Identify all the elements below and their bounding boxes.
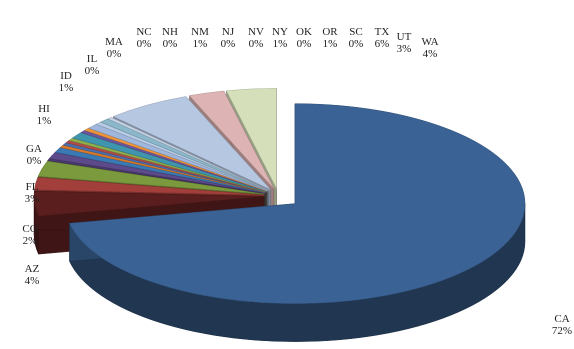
data-label-category: ID xyxy=(60,70,72,82)
data-label-tx: TX 6% xyxy=(375,26,390,50)
slice-nm[interactable] xyxy=(71,132,267,192)
data-label-nc: NC 0% xyxy=(136,26,151,50)
data-label-il: IL 0% xyxy=(85,53,100,77)
data-label-category: SC xyxy=(349,26,362,38)
data-label-nm: NM 1% xyxy=(191,26,209,50)
data-label-category: NJ xyxy=(222,26,235,38)
data-label-ma: MA 0% xyxy=(105,36,123,60)
data-label-percent: 0% xyxy=(249,38,264,50)
data-label-percent: 6% xyxy=(375,38,390,50)
slice-co[interactable] xyxy=(34,177,265,196)
data-label-ny: NY 1% xyxy=(272,26,288,50)
data-label-category: OK xyxy=(296,26,312,38)
data-label-category: NH xyxy=(162,26,178,38)
data-label-category: TX xyxy=(375,26,390,38)
data-label-category: NV xyxy=(248,26,264,38)
data-labels-layer: CA 72%AZ 4%CO 2%FL 3%GA 0%HI 1%ID 1%IL 0%MA 0%NC 0… xyxy=(22,26,572,337)
data-label-wa: WA 4% xyxy=(421,36,438,60)
data-label-percent: 1% xyxy=(323,38,338,50)
data-label-percent: 0% xyxy=(107,48,122,60)
slice-ny[interactable] xyxy=(87,124,268,192)
slice-fl[interactable] xyxy=(37,160,265,195)
slice-tx[interactable] xyxy=(112,96,271,190)
slice-ok[interactable] xyxy=(95,121,268,192)
data-label-percent: 1% xyxy=(37,115,52,127)
slice-hi[interactable] xyxy=(48,152,266,194)
data-label-category: HI xyxy=(38,103,50,115)
data-label-ga: GA 0% xyxy=(26,143,42,167)
data-label-category: OR xyxy=(322,26,338,38)
data-label-fl: FL 3% xyxy=(25,181,40,205)
data-label-category: UT xyxy=(397,31,412,43)
data-label-ut: UT 3% xyxy=(397,31,412,55)
data-label-category: AZ xyxy=(25,263,40,275)
data-label-percent: 0% xyxy=(27,155,42,167)
data-label-category: GA xyxy=(26,143,42,155)
data-label-percent: 2% xyxy=(23,235,38,247)
slice-nv[interactable] xyxy=(84,128,268,192)
slice-ut[interactable] xyxy=(188,90,275,189)
slice-az[interactable] xyxy=(33,190,265,217)
data-label-nh: NH 0% xyxy=(162,26,178,50)
data-label-nv: NV 0% xyxy=(248,26,264,50)
slice-ca[interactable] xyxy=(69,103,526,304)
data-label-percent: 0% xyxy=(221,38,236,50)
data-label-ok: OK 0% xyxy=(296,26,312,50)
data-label-category: WA xyxy=(421,36,438,48)
data-label-or: OR 1% xyxy=(322,26,338,50)
slice-sc[interactable] xyxy=(107,117,269,191)
data-label-id: ID 1% xyxy=(59,70,74,94)
slice-or[interactable] xyxy=(99,118,269,191)
data-label-category: MA xyxy=(105,36,123,48)
data-label-percent: 1% xyxy=(193,38,208,50)
data-label-percent: 1% xyxy=(59,82,74,94)
data-label-sc: SC 0% xyxy=(349,26,364,50)
data-label-percent: 4% xyxy=(423,48,438,60)
data-label-category: NM xyxy=(191,26,209,38)
data-label-percent: 1% xyxy=(273,38,288,50)
slice-nh[interactable] xyxy=(68,137,267,193)
data-label-percent: 72% xyxy=(552,325,572,337)
data-label-hi: HI 1% xyxy=(37,103,52,127)
data-label-nj: NJ 0% xyxy=(221,26,236,50)
slice-ga[interactable] xyxy=(47,158,265,194)
data-label-percent: 0% xyxy=(163,38,178,50)
data-label-category: CA xyxy=(554,313,569,325)
data-label-percent: 0% xyxy=(85,65,100,77)
data-label-percent: 0% xyxy=(137,38,152,50)
data-label-percent: 0% xyxy=(349,38,364,50)
data-label-percent: 3% xyxy=(25,193,40,205)
slice-id[interactable] xyxy=(54,147,266,193)
data-label-percent: 4% xyxy=(25,275,40,287)
data-label-category: FL xyxy=(26,181,39,193)
data-label-percent: 3% xyxy=(397,43,412,55)
data-label-ca: CA 72% xyxy=(552,313,572,337)
data-label-category: IL xyxy=(87,53,98,65)
data-label-category: NY xyxy=(272,26,288,38)
data-label-co: CO 2% xyxy=(22,223,37,247)
data-label-category: NC xyxy=(136,26,151,38)
data-label-percent: 0% xyxy=(297,38,312,50)
data-label-category: CO xyxy=(22,223,37,235)
pie-top-layer xyxy=(33,88,526,304)
data-label-az: AZ 4% xyxy=(25,263,40,287)
slice-wa[interactable] xyxy=(226,88,277,189)
